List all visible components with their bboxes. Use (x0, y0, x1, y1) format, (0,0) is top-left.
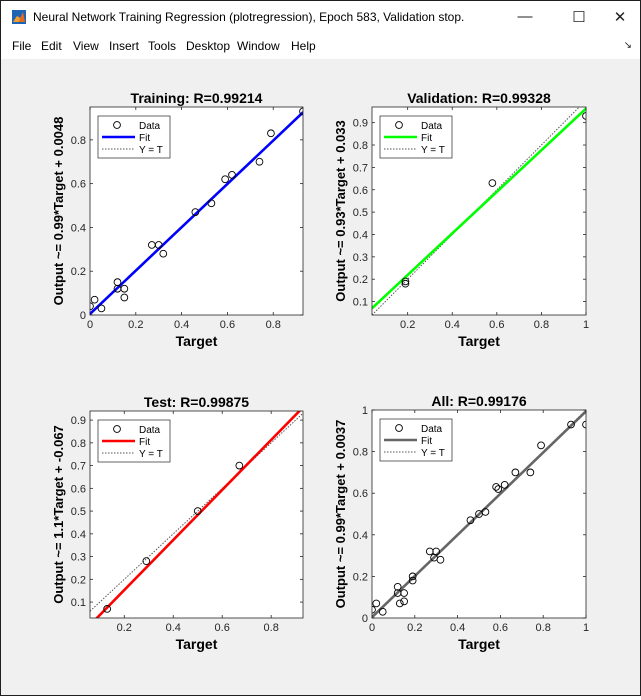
x-tick-label: 0.6 (493, 622, 508, 634)
y-tick-label: 0.4 (353, 530, 368, 542)
y-tick-label: 0.5 (353, 207, 368, 219)
menu-desktop[interactable]: Desktop (186, 39, 230, 53)
x-axis-label: Target (458, 636, 500, 652)
x-axis-label: Target (458, 333, 500, 349)
x-tick-label: 0.6 (220, 319, 235, 331)
x-tick-label: 0.6 (489, 319, 504, 331)
y-axis-label: Output ~= 0.99*Target + 0.0037 (333, 420, 348, 609)
y-tick-label: 0.6 (71, 179, 86, 191)
y-tick-label: 0.2 (71, 574, 86, 586)
y-tick-label: 0.7 (71, 461, 86, 473)
legend-identity-label: Y = T (421, 448, 445, 459)
legend-fit-label: Fit (139, 437, 150, 448)
y-tick-label: 0.6 (353, 488, 368, 500)
x-tick-label: 0.8 (534, 319, 549, 331)
chart-1: 0 0.2 0.4 0.6 0.8 0 0.2 0.4 0.6 0.8 Training: R=0.… (51, 90, 306, 349)
x-tick-label: 0.2 (400, 319, 415, 331)
y-tick-label: 0 (362, 613, 368, 625)
close-button[interactable]: ✕ (597, 1, 641, 32)
y-tick-label: 0.5 (71, 506, 86, 518)
y-tick-label: 0.3 (71, 552, 86, 564)
legend-data-label: Data (139, 121, 161, 132)
x-tick-label: 0.4 (445, 319, 460, 331)
x-tick-label: 0.8 (536, 622, 551, 634)
y-tick-label: 0.9 (71, 415, 86, 427)
menu-tools[interactable]: Tools (148, 39, 176, 53)
x-tick-label: 0.4 (174, 319, 189, 331)
y-tick-label: 0.8 (71, 438, 86, 450)
menu-help[interactable]: Help (291, 39, 316, 53)
legend-fit-label: Fit (421, 133, 432, 144)
chart-2: 0.2 0.4 0.6 0.8 1 0.1 0.2 0.3 0.4 0.5 0.6 0.7 0.8 0.9… (333, 90, 589, 349)
y-tick-label: 0.1 (353, 297, 368, 309)
menu-insert[interactable]: Insert (109, 39, 139, 53)
x-tick-label: 0.8 (264, 622, 279, 634)
x-tick-label: 0.6 (215, 622, 230, 634)
legend-fit-label: Fit (139, 133, 150, 144)
legend-identity-label: Y = T (139, 449, 163, 460)
chart-4: 0 0.2 0.4 0.6 0.8 1 0 0.2 0.4 0.6 0.8 1 All: R=0.991… (333, 393, 589, 652)
x-tick-label: 0.2 (128, 319, 143, 331)
y-axis-label: Output ~= 0.93*Target + 0.033 (333, 120, 348, 301)
y-tick-label: 0 (80, 310, 86, 322)
chart-title: Training: R=0.99214 (131, 90, 263, 106)
y-tick-label: 0.8 (71, 135, 86, 147)
x-tick-label: 0.4 (450, 622, 465, 634)
x-tick-label: 1 (583, 319, 589, 331)
y-tick-label: 0.2 (353, 571, 368, 583)
y-tick-label: 0.4 (71, 529, 86, 541)
y-tick-label: 0.2 (353, 274, 368, 286)
chart-title: Validation: R=0.99328 (407, 90, 551, 106)
y-tick-label: 1 (362, 405, 368, 417)
x-axis-label: Target (176, 333, 218, 349)
y-tick-label: 0.1 (71, 597, 86, 609)
y-axis-label: Output ~= 0.99*Target + 0.0048 (51, 117, 66, 306)
x-axis-label: Target (176, 636, 218, 652)
matlab-icon (12, 10, 26, 24)
dock-arrow-icon[interactable]: ↘ (624, 40, 632, 51)
x-tick-label: 0.2 (117, 622, 132, 634)
window-title: Neural Network Training Regression (plot… (33, 10, 464, 24)
legend-data-label: Data (421, 121, 443, 132)
y-tick-label: 0.3 (353, 252, 368, 264)
x-tick-label: 0 (87, 319, 93, 331)
x-tick-label: 0.2 (407, 622, 422, 634)
legend-identity-label: Y = T (421, 145, 445, 156)
y-axis-label: Output ~= 1.1*Target + -0.067 (51, 425, 66, 604)
y-tick-label: 0.7 (353, 162, 368, 174)
y-tick-label: 0.6 (353, 185, 368, 197)
x-tick-label: 0 (369, 622, 375, 634)
x-tick-label: 1 (583, 622, 589, 634)
legend-data-label: Data (421, 424, 443, 435)
y-tick-label: 0.9 (353, 118, 368, 130)
chart-title: Test: R=0.99875 (144, 394, 249, 410)
y-tick-label: 0.8 (353, 140, 368, 152)
menu-view[interactable]: View (73, 39, 99, 53)
y-tick-label: 0.8 (353, 447, 368, 459)
legend-fit-label: Fit (421, 436, 432, 447)
menu-edit[interactable]: Edit (41, 39, 62, 53)
maximize-button[interactable]: ☐ (556, 1, 602, 32)
menu-file[interactable]: File (12, 39, 31, 53)
regression-plots: 0 0.2 0.4 0.6 0.8 0 0.2 0.4 0.6 0.8 Training: R=0.… (1, 59, 640, 695)
x-tick-label: 0.8 (266, 319, 281, 331)
legend-identity-label: Y = T (139, 145, 163, 156)
y-tick-label: 0.4 (353, 229, 368, 241)
y-tick-label: 0.4 (71, 222, 86, 234)
chart-title: All: R=0.99176 (431, 393, 527, 409)
title-bar: Neural Network Training Regression (plot… (1, 1, 640, 32)
x-tick-label: 0.4 (166, 622, 181, 634)
y-tick-label: 0.2 (71, 266, 86, 278)
minimize-button[interactable]: — (502, 1, 548, 32)
chart-3: 0.2 0.4 0.6 0.8 0.1 0.2 0.3 0.4 0.5 0.6 0.7 0.8 0.9 T… (51, 394, 303, 652)
legend-data-label: Data (139, 425, 161, 436)
figure-area: 0 0.2 0.4 0.6 0.8 0 0.2 0.4 0.6 0.8 Training: R=0.… (1, 59, 640, 695)
menu-window[interactable]: Window (237, 39, 280, 53)
menu-bar: File Edit View Insert Tools Desktop Wind… (1, 32, 640, 59)
y-tick-label: 0.6 (71, 483, 86, 495)
